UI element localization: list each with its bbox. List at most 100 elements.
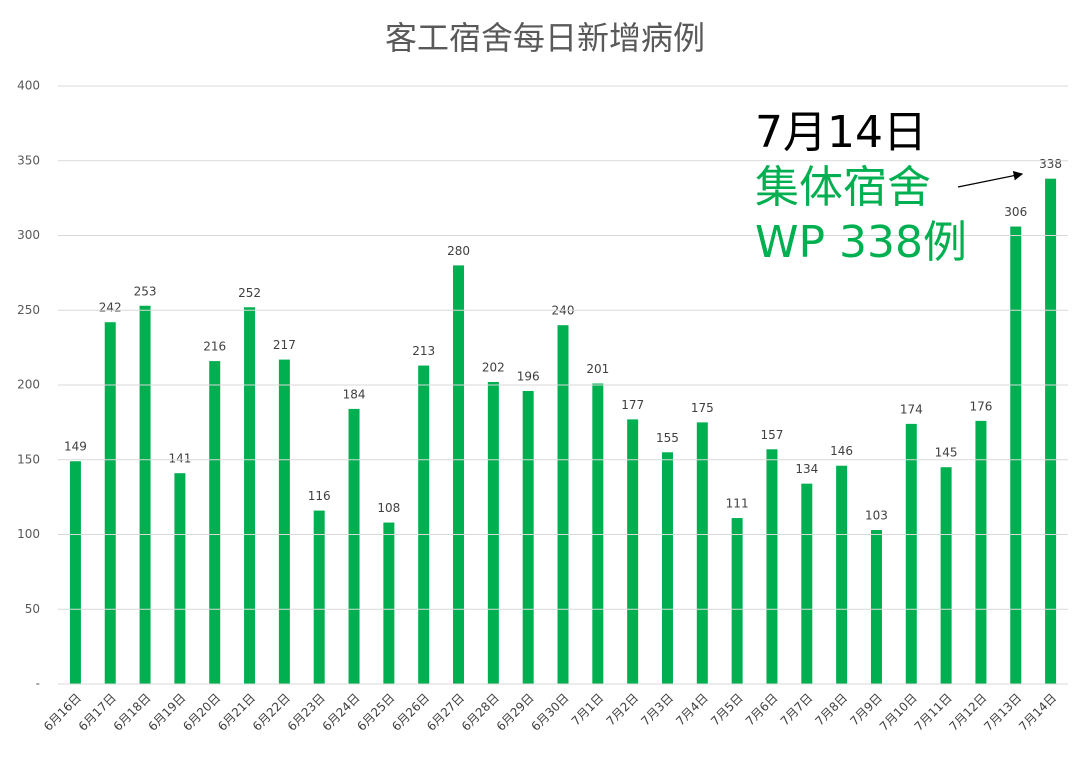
value-label: 177 bbox=[621, 398, 644, 412]
x-tick-label: 7月12日 bbox=[946, 691, 989, 734]
x-tick-label: 6月28日 bbox=[459, 691, 502, 734]
bar bbox=[209, 361, 221, 684]
annotation-arrow bbox=[957, 170, 1024, 188]
value-label: 116 bbox=[308, 489, 331, 503]
bar bbox=[453, 265, 465, 684]
y-tick-label: 300 bbox=[17, 228, 40, 242]
x-tick-label: 7月6日 bbox=[743, 691, 781, 729]
value-label: 306 bbox=[1004, 205, 1027, 219]
bar bbox=[905, 423, 917, 684]
x-tick-label: 7月2日 bbox=[604, 691, 642, 729]
x-tick-label: 6月17日 bbox=[76, 691, 119, 734]
value-label: 103 bbox=[865, 509, 888, 523]
x-tick-label: 7月7日 bbox=[778, 691, 816, 729]
bar bbox=[801, 483, 813, 684]
y-tick-label: 350 bbox=[17, 153, 40, 167]
y-tick-label: 150 bbox=[17, 452, 40, 466]
x-tick-label: 6月20日 bbox=[180, 691, 223, 734]
value-label: 141 bbox=[168, 452, 191, 466]
bar bbox=[383, 522, 395, 684]
bar bbox=[69, 461, 81, 684]
x-tick-label: 6月29日 bbox=[494, 691, 537, 734]
bar bbox=[174, 473, 186, 684]
bar bbox=[418, 365, 430, 684]
bar bbox=[592, 383, 604, 684]
value-label: 184 bbox=[343, 387, 366, 401]
x-tick-label: 7月4日 bbox=[673, 691, 711, 729]
bar bbox=[696, 422, 708, 684]
bar bbox=[627, 419, 639, 684]
value-label: 216 bbox=[203, 340, 226, 354]
bar bbox=[522, 390, 534, 684]
bar bbox=[104, 322, 116, 684]
value-label: 280 bbox=[447, 244, 470, 258]
y-tick-label: 100 bbox=[17, 527, 40, 541]
y-tick-label: - bbox=[36, 677, 40, 691]
value-label: 338 bbox=[1039, 157, 1062, 171]
x-tick-label: 7月8日 bbox=[813, 691, 851, 729]
bar bbox=[244, 307, 256, 684]
value-label: 202 bbox=[482, 361, 505, 375]
y-tick-label: 250 bbox=[17, 303, 40, 317]
x-tick-label: 7月1日 bbox=[569, 691, 607, 729]
x-tick-label: 6月22日 bbox=[250, 691, 293, 734]
bar bbox=[313, 510, 325, 684]
bar bbox=[1010, 226, 1022, 684]
x-tick-label: 6月24日 bbox=[320, 691, 363, 734]
bar bbox=[348, 408, 360, 684]
value-label: 155 bbox=[656, 431, 679, 445]
value-label: 108 bbox=[377, 501, 400, 515]
x-tick-label: 7月3日 bbox=[638, 691, 676, 729]
y-tick-label: 50 bbox=[25, 602, 40, 616]
value-label: 196 bbox=[517, 369, 540, 383]
annotation: 7月14日 bbox=[755, 107, 927, 158]
value-label: 149 bbox=[64, 440, 87, 454]
x-tick-label: 7月13日 bbox=[981, 691, 1024, 734]
bar bbox=[870, 530, 882, 684]
bar bbox=[139, 305, 151, 684]
x-tick-label: 6月21日 bbox=[215, 691, 258, 734]
x-tick-label: 7月5日 bbox=[708, 691, 746, 729]
bar bbox=[1045, 178, 1057, 684]
value-label: 213 bbox=[412, 344, 435, 358]
bar bbox=[975, 420, 987, 684]
x-tick-label: 6月26日 bbox=[389, 691, 432, 734]
value-label: 252 bbox=[238, 286, 261, 300]
annotation: WP 338例 bbox=[755, 217, 967, 268]
x-tick-label: 6月30日 bbox=[529, 691, 572, 734]
annotation: 集体宿舍 bbox=[755, 162, 931, 213]
value-label: 146 bbox=[830, 444, 853, 458]
value-label: 176 bbox=[969, 399, 992, 413]
x-tick-label: 6月19日 bbox=[145, 691, 188, 734]
value-label: 157 bbox=[761, 428, 784, 442]
x-tick-label: 6月25日 bbox=[354, 691, 397, 734]
x-tick-label: 7月11日 bbox=[912, 691, 955, 734]
value-label: 134 bbox=[795, 462, 818, 476]
x-tick-label: 6月27日 bbox=[424, 691, 467, 734]
x-tick-label: 7月14日 bbox=[1016, 691, 1059, 734]
y-tick-label: 400 bbox=[17, 79, 40, 93]
bar bbox=[836, 465, 848, 684]
x-tick-label: 7月10日 bbox=[877, 691, 920, 734]
value-label: 242 bbox=[99, 301, 122, 315]
value-label: 111 bbox=[726, 497, 749, 511]
bar bbox=[557, 325, 569, 684]
bar bbox=[766, 449, 778, 684]
x-tick-label: 6月23日 bbox=[285, 691, 328, 734]
bar bbox=[487, 382, 499, 684]
bar bbox=[661, 452, 673, 684]
bar bbox=[731, 518, 743, 684]
x-tick-label: 6月18日 bbox=[111, 691, 154, 734]
x-tick-label: 6月16日 bbox=[41, 691, 84, 734]
value-label: 145 bbox=[935, 446, 958, 460]
y-tick-label: 200 bbox=[17, 378, 40, 392]
bar bbox=[278, 359, 290, 684]
value-label: 175 bbox=[691, 401, 714, 415]
value-label: 201 bbox=[586, 362, 609, 376]
value-label: 253 bbox=[134, 284, 157, 298]
value-label: 217 bbox=[273, 338, 296, 352]
value-label: 174 bbox=[900, 402, 923, 416]
chart-title: 客工宿舍每日新增病例 bbox=[385, 19, 705, 57]
bar bbox=[940, 467, 952, 684]
